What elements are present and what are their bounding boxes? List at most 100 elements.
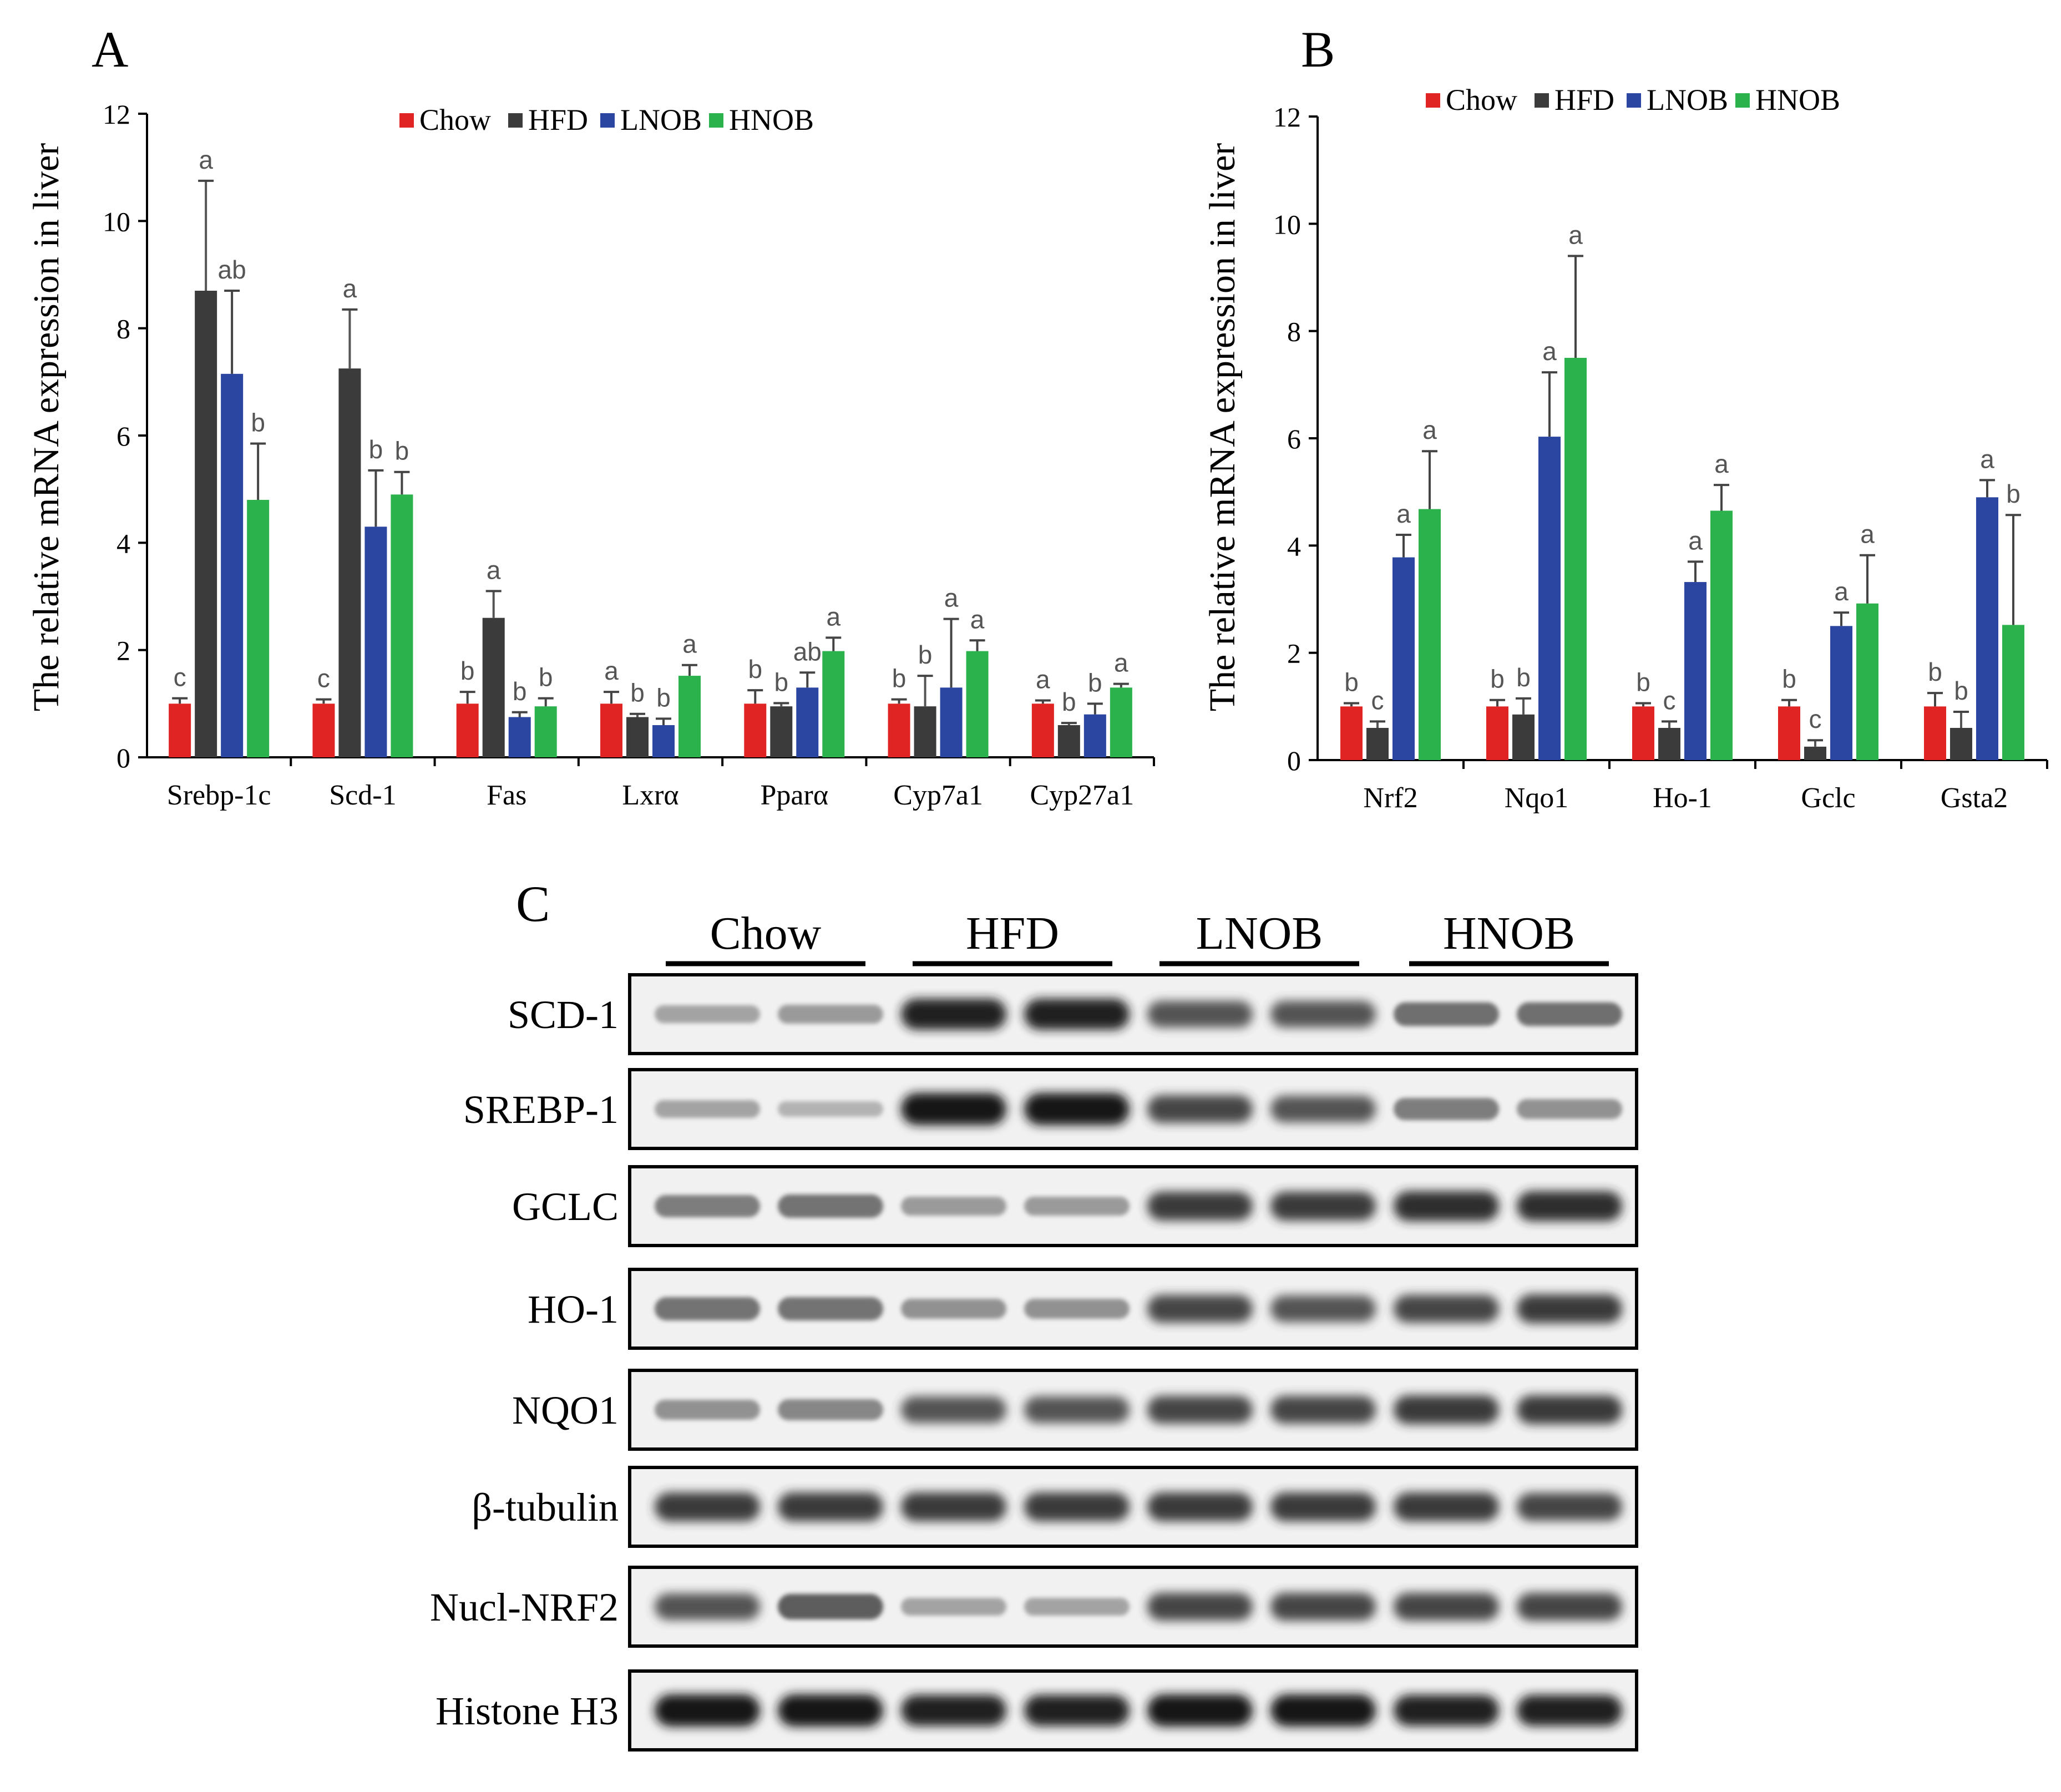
blot-band bbox=[778, 1005, 883, 1024]
chart-a-significance-label: b bbox=[918, 640, 933, 669]
chart-a-bar-hnob bbox=[391, 494, 413, 757]
chart-a-bar-chow bbox=[744, 703, 767, 757]
blot-band bbox=[1024, 1093, 1130, 1125]
chart-a-y-tick-label: 2 bbox=[117, 635, 130, 666]
chart-a: The relative mRNA expression in liver Ch… bbox=[26, 99, 1155, 811]
blot-band bbox=[1394, 1695, 1499, 1726]
chart-a-significance-label: b bbox=[1062, 687, 1076, 716]
chart-b-bar-hnob bbox=[1564, 358, 1587, 760]
blot-band bbox=[1147, 1593, 1253, 1621]
chart-b-significance-label: a bbox=[1396, 499, 1411, 528]
blot-band bbox=[1270, 1192, 1376, 1221]
chart-a-legend-swatch bbox=[508, 113, 523, 128]
blot-band bbox=[1394, 1395, 1499, 1424]
blot-band bbox=[1270, 1396, 1376, 1424]
chart-b-significance-label: a bbox=[1688, 526, 1703, 555]
chart-a-x-tick-label: Srebp-1c bbox=[167, 779, 271, 811]
blot-band bbox=[901, 999, 1006, 1030]
chart-b-bar-hfd bbox=[1950, 728, 1972, 760]
chart-a-bar-hfd bbox=[626, 717, 649, 757]
chart-a-legend-swatch bbox=[399, 113, 414, 128]
chart-b-significance-label: b bbox=[1636, 668, 1650, 697]
chart-a-bar-chow bbox=[888, 703, 910, 757]
chart-a-bar-lnob bbox=[940, 687, 963, 757]
chart-b-x-tick-label: Gsta2 bbox=[1941, 782, 2008, 814]
chart-a-significance-label: b bbox=[251, 408, 265, 437]
chart-b-x-tick-label: Ho-1 bbox=[1653, 782, 1712, 814]
blot-row-label: SCD-1 bbox=[508, 993, 619, 1037]
chart-b-bar-chow bbox=[1486, 706, 1508, 760]
blot-band bbox=[655, 1593, 760, 1620]
chart-a-bar-hnob bbox=[247, 500, 270, 757]
blot-band bbox=[655, 1005, 760, 1023]
chart-b-bar-chow bbox=[1340, 706, 1363, 760]
blot-band bbox=[778, 1297, 883, 1320]
chart-b-significance-label: a bbox=[1422, 416, 1437, 444]
chart-a-bar-chow bbox=[456, 703, 479, 757]
blot-band bbox=[1394, 1002, 1499, 1026]
chart-a-x-tick-label: Lxrα bbox=[622, 779, 678, 811]
blot-row-label: HO-1 bbox=[528, 1287, 619, 1332]
chart-b-legend-swatch bbox=[1426, 93, 1440, 108]
blot-row-label: SREBP-1 bbox=[463, 1087, 619, 1132]
panel-b-letter: B bbox=[1301, 21, 1335, 78]
blot-band bbox=[655, 1297, 760, 1320]
chart-a-bar-hnob bbox=[822, 651, 845, 757]
blot-band bbox=[1147, 1192, 1253, 1221]
chart-b: The relative mRNA expression in liver Ch… bbox=[1202, 83, 2048, 814]
chart-a-significance-label: ab bbox=[793, 637, 822, 666]
chart-a-bar-hnob bbox=[1110, 687, 1132, 757]
chart-a-legend-swatch bbox=[709, 113, 723, 128]
blot-band bbox=[1270, 1492, 1376, 1521]
chart-b-y-tick-label: 10 bbox=[1273, 209, 1301, 240]
blot-band bbox=[655, 1195, 760, 1217]
chart-a-y-tick-label: 0 bbox=[117, 742, 130, 773]
chart-a-significance-label: a bbox=[199, 145, 213, 174]
blot-band bbox=[901, 1396, 1006, 1423]
blot-band bbox=[901, 1093, 1006, 1125]
chart-b-significance-label: a bbox=[1980, 444, 1994, 473]
chart-a-significance-label: a bbox=[970, 605, 985, 634]
chart-b-significance-label: b bbox=[1928, 657, 1942, 686]
chart-a-y-tick-label: 6 bbox=[117, 421, 130, 452]
blot-row-label: NQO1 bbox=[512, 1388, 619, 1432]
chart-a-bar-chow bbox=[600, 703, 622, 757]
chart-a-x-tick-label: Cyp7a1 bbox=[893, 779, 983, 811]
blot-band bbox=[1024, 1299, 1130, 1319]
chart-a-significance-label: b bbox=[539, 663, 553, 692]
chart-b-significance-label: a bbox=[1834, 577, 1849, 606]
chart-b-significance-label: c bbox=[1663, 686, 1676, 715]
chart-b-x-tick-label: Nrf2 bbox=[1363, 782, 1417, 814]
chart-b-significance-label: a bbox=[1542, 337, 1557, 366]
blot-band bbox=[1147, 1001, 1253, 1027]
chart-a-bar-hfd bbox=[338, 368, 361, 757]
chart-a-bar-chow bbox=[312, 703, 335, 757]
chart-b-x-tick-label: Gclc bbox=[1801, 782, 1855, 814]
blot-band bbox=[1517, 1294, 1622, 1323]
panel-a-letter: A bbox=[92, 21, 128, 78]
chart-a-bar-hnob bbox=[678, 676, 701, 757]
blot-band bbox=[1517, 1002, 1622, 1026]
blot-band bbox=[1517, 1593, 1622, 1621]
chart-a-legend-label: HFD bbox=[528, 103, 588, 136]
chart-b-legend-label: HNOB bbox=[1755, 83, 1840, 117]
blot-band bbox=[1270, 1593, 1376, 1621]
chart-b-y-tick-label: 12 bbox=[1273, 102, 1301, 133]
blot-band bbox=[1270, 1096, 1376, 1122]
blot-group-label: HNOB bbox=[1443, 908, 1575, 959]
blot-band bbox=[901, 1695, 1006, 1726]
blot-row: NQO1 bbox=[512, 1369, 1638, 1451]
chart-b-bar-hnob bbox=[1710, 510, 1733, 760]
chart-a-significance-label: a bbox=[487, 555, 501, 584]
chart-b-y-tick-label: 8 bbox=[1287, 316, 1301, 347]
blot-band bbox=[1517, 1395, 1622, 1424]
blot-band bbox=[778, 1194, 883, 1218]
blot-band bbox=[1517, 1191, 1622, 1221]
chart-b-significance-label: b bbox=[1782, 665, 1796, 693]
chart-b-significance-label: b bbox=[1344, 668, 1359, 697]
chart-b-bar-hnob bbox=[1419, 509, 1441, 760]
blot-row-label: Histone H3 bbox=[436, 1689, 619, 1733]
chart-a-bar-lnob bbox=[796, 687, 819, 757]
blot-band bbox=[655, 1694, 760, 1727]
